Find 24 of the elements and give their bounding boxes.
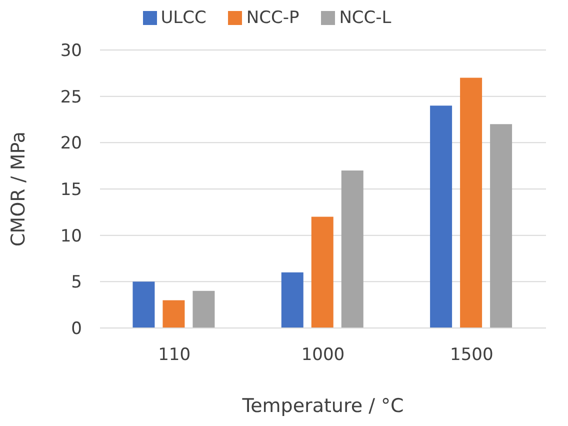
y-axis-title: CMOR / MPa xyxy=(8,132,30,246)
x-axis-title: Temperature / °C xyxy=(241,395,404,417)
y-tick-label: 25 xyxy=(60,87,82,108)
y-tick-label: 15 xyxy=(60,180,82,200)
bar xyxy=(281,272,304,328)
y-tick-label: 5 xyxy=(71,272,82,293)
x-tick-label: 110 xyxy=(158,345,191,366)
legend-label: ULCC xyxy=(160,8,206,28)
bar xyxy=(311,216,334,328)
y-tick-label: 30 xyxy=(60,41,82,62)
bar xyxy=(162,300,185,328)
bar xyxy=(192,290,215,328)
bar xyxy=(132,282,155,328)
bar xyxy=(460,78,482,328)
legend-label: NCC-L xyxy=(339,8,392,28)
legend-label: NCC-P xyxy=(246,8,300,28)
y-tick-label: 20 xyxy=(60,134,82,154)
x-tick-label: 1500 xyxy=(450,345,494,366)
y-tick-label: 10 xyxy=(60,226,82,246)
x-tick-label: 1000 xyxy=(301,345,345,366)
y-tick-label: 0 xyxy=(71,319,82,340)
bar xyxy=(490,124,512,328)
bar xyxy=(341,170,364,328)
bar xyxy=(430,106,452,328)
